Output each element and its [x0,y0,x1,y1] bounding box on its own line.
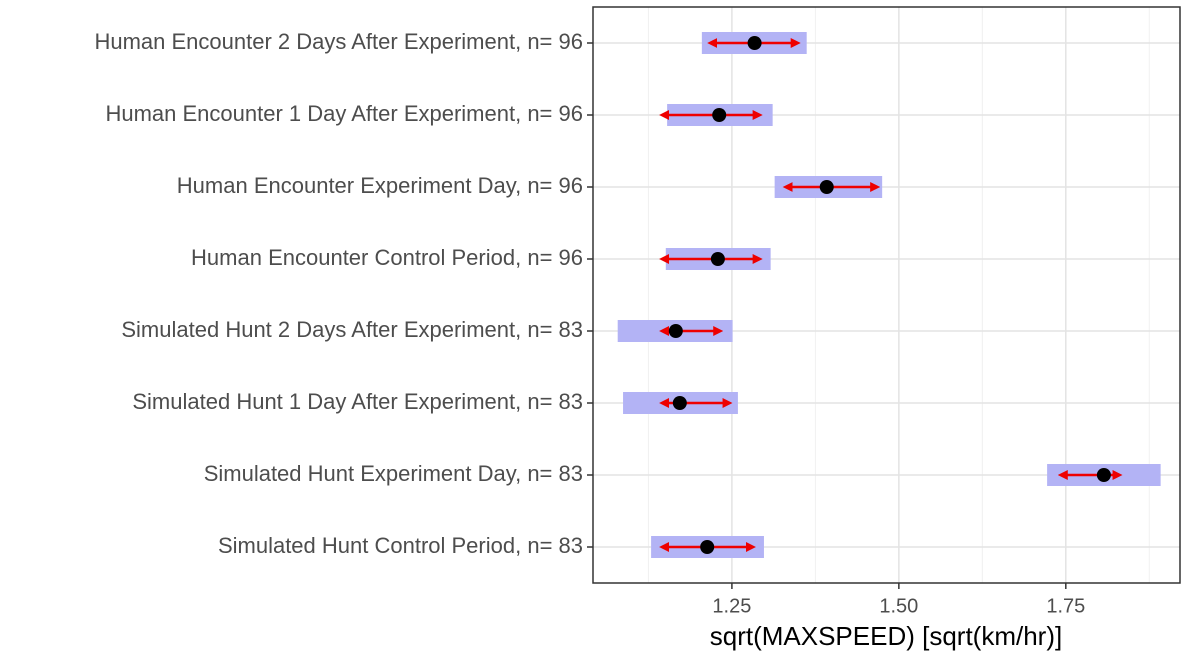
estimate-point [819,180,834,194]
y-tick-label: Human Encounter Control Period, n= 96 [191,245,583,270]
estimate-point [710,252,725,266]
y-tick-label: Simulated Hunt Control Period, n= 83 [218,533,583,558]
x-axis-label: sqrt(MAXSPEED) [sqrt(km/hr)] [710,621,1062,651]
estimate-point [672,396,687,410]
estimate-point [712,108,727,122]
x-tick-label: 1.75 [1046,595,1085,617]
estimate-point [668,324,683,338]
panel-background [593,7,1180,583]
x-tick-label: 1.25 [712,595,751,617]
y-tick-label: Simulated Hunt Experiment Day, n= 83 [204,461,583,486]
estimate-point [700,540,715,554]
estimate-point [747,36,762,50]
panel-border [592,6,1181,584]
estimate-point [1096,468,1111,482]
x-tick-label: 1.50 [879,595,918,617]
y-tick-label: Human Encounter Experiment Day, n= 96 [177,173,583,198]
y-tick-label: Simulated Hunt 1 Day After Experiment, n… [132,389,583,414]
y-tick-label: Human Encounter 1 Day After Experiment, … [105,101,583,126]
y-tick-label: Human Encounter 2 Days After Experiment,… [94,29,583,54]
y-tick-label: Simulated Hunt 2 Days After Experiment, … [121,317,583,342]
